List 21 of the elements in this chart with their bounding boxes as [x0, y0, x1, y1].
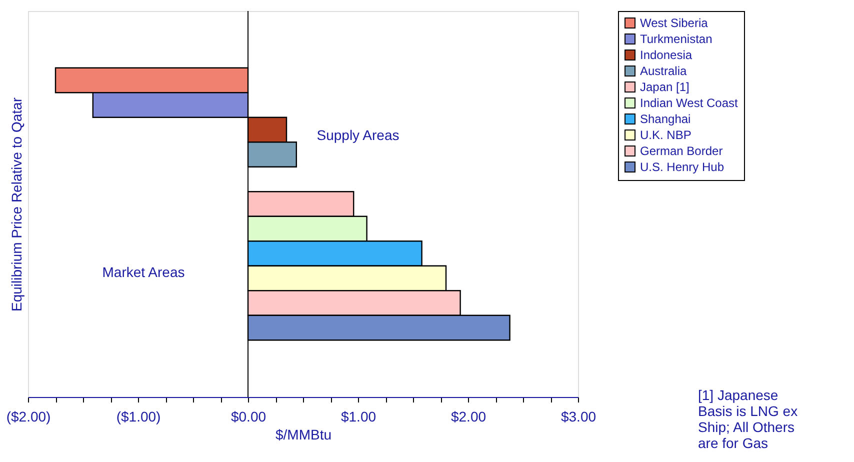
text: [1] Japanese Basis is LNG ex Ship; All Others are for Gas	[698, 387, 798, 451]
legend-label: Shanghai	[640, 112, 691, 126]
legend-label: Australia	[640, 64, 688, 78]
x-axis-title: $/MMBtu	[275, 426, 332, 442]
legend-label: U.S. Henry Hub	[640, 160, 724, 174]
legend-label: Turkmenistan	[640, 32, 712, 46]
legend-label: West Siberia	[640, 16, 708, 30]
legend-label: German Border	[640, 144, 723, 158]
x-tick-label: $0.00	[230, 408, 266, 424]
y-axis-title: Equilibrium Price Relative to Qatar	[8, 97, 24, 312]
x-tick-label: $1.00	[340, 408, 376, 424]
legend-label: U.K. NBP	[640, 128, 692, 142]
annotation: Supply Areas	[316, 127, 400, 143]
x-tick-label: $2.00	[450, 408, 486, 424]
legend-label: Indonesia	[640, 48, 692, 62]
legend-label: Japan [1]	[640, 80, 690, 94]
annotation: Market Areas	[102, 264, 185, 280]
x-tick-label: $3.00	[560, 408, 596, 424]
x-tick-label: ($1.00)	[116, 408, 161, 424]
x-tick-label: ($2.00)	[6, 408, 51, 424]
legend-label: Indian West Coast	[640, 96, 738, 110]
